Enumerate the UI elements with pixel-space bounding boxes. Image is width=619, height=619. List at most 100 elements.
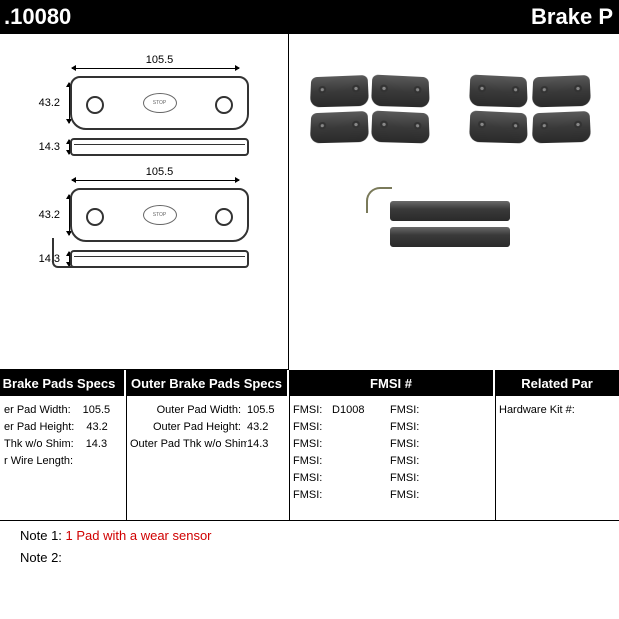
fmsi-label: FMSI: [390, 402, 426, 419]
spec-header-bar: Brake Pads Specs Outer Brake Pads Specs … [0, 370, 619, 396]
fmsi-row: FMSI: [293, 453, 390, 470]
fmsi-label: FMSI: [293, 470, 329, 487]
spec-row: er Pad Width: 105.5 [4, 402, 118, 419]
brake-pad-photo [469, 75, 528, 108]
spec-value: 14.3 [86, 436, 107, 453]
wear-sensor-wire-icon [52, 238, 74, 268]
note-1-label: Note 1: [20, 528, 62, 543]
spec-value: 43.2 [86, 419, 107, 436]
brand-logo-icon: STOP [143, 93, 177, 113]
brake-pad-photo [532, 111, 591, 143]
fmsi-row: FMSI: [390, 487, 487, 504]
pad-side-outline-with-sensor [70, 250, 249, 268]
spec-row: Outer Pad Thk w/o Shim:14.3 [130, 436, 281, 453]
inner-specs-col: er Pad Width:105.5er Pad Height:43.2Thk … [0, 396, 126, 510]
spec-label: er Pad Width: [4, 402, 77, 419]
fmsi-row: FMSI: [293, 419, 390, 436]
fmsi-label: FMSI: [390, 487, 426, 504]
fmsi-specs-col: FMSI: D1008FMSI: FMSI: FMSI: FMSI: FMSI:… [289, 396, 495, 510]
note-1-text: 1 Pad with a wear sensor [66, 528, 212, 543]
dim-height-lower: 43.2 [39, 209, 60, 221]
wear-sensor-wire-icon [366, 187, 392, 213]
product-photo-panel [289, 34, 619, 370]
column-divider [126, 396, 127, 520]
pad-side-outline [70, 138, 249, 156]
part-number: .10080 [0, 4, 71, 30]
brand-logo-icon: STOP [143, 205, 177, 225]
brake-pad-photo [532, 75, 591, 107]
fmsi-row: FMSI: [390, 419, 487, 436]
spec-label: Outer Pad Height: [130, 419, 247, 436]
pad-face-outline: STOP [70, 76, 249, 130]
fmsi-right-list: FMSI: FMSI: FMSI: FMSI: FMSI: FMSI: [390, 402, 487, 504]
spec-body: er Pad Width:105.5er Pad Height:43.2Thk … [0, 396, 619, 510]
spec-label: r Wire Length: [4, 453, 79, 470]
spec-label: er Pad Height: [4, 419, 80, 436]
spec-value: 14.3 [247, 436, 281, 453]
fmsi-row: FMSI: [293, 487, 390, 504]
dim-line-horizontal [72, 68, 239, 74]
spec-value: 105.5 [247, 402, 281, 419]
fmsi-label: FMSI: [293, 436, 329, 453]
fmsi-label: FMSI: [293, 402, 329, 419]
related-parts-col: Hardware Kit #: [495, 396, 619, 510]
fmsi-label: FMSI: [293, 419, 329, 436]
dim-line-horizontal [72, 180, 239, 186]
spec-label: Outer Pad Width: [130, 402, 247, 419]
pad-face-outline: STOP [70, 188, 249, 242]
related-row: Hardware Kit #: [499, 402, 611, 419]
dim-height-upper: 43.2 [39, 97, 60, 109]
spec-value: 105.5 [83, 402, 111, 419]
fmsi-label: FMSI: [390, 470, 426, 487]
spec-row: er Pad Height: 43.2 [4, 419, 118, 436]
photo-side-view [295, 164, 605, 284]
fmsi-left-list: FMSI: D1008FMSI: FMSI: FMSI: FMSI: FMSI: [293, 402, 390, 504]
fmsi-value: D1008 [329, 404, 364, 416]
spec-label: Outer Pad Thk w/o Shim: [130, 436, 247, 453]
col-header-related: Related Par [495, 370, 619, 396]
brake-pad-photo [371, 75, 430, 108]
brake-pad-side-photo [390, 201, 510, 221]
brake-pad-side-photo [390, 227, 510, 247]
col-header-fmsi: FMSI # [289, 370, 495, 396]
fmsi-label: FMSI: [390, 436, 426, 453]
spec-label: Thk w/o Shim: [4, 436, 80, 453]
notes-section: Note 1: 1 Pad with a wear sensor Note 2: [0, 520, 619, 573]
brake-pad-photo [310, 111, 369, 143]
dim-thk-upper: 14.3 [39, 141, 60, 153]
note-2: Note 2: [20, 547, 611, 569]
photo-angled-set-2 [455, 64, 605, 154]
pad-drawing-lower: 105.5 43.2 STOP 14.3 [10, 166, 279, 268]
pad-drawing-upper: 105.5 43.2 STOP 14.3 [10, 54, 279, 156]
spec-row: Thk w/o Shim: 14.3 [4, 436, 118, 453]
spec-row: Outer Pad Width:105.5 [130, 402, 281, 419]
header-bar: .10080 Brake P [0, 0, 619, 34]
outer-specs-col: Outer Pad Width:105.5Outer Pad Height:43… [126, 396, 289, 510]
spec-row: r Wire Length: [4, 453, 118, 470]
fmsi-row: FMSI: [390, 453, 487, 470]
col-header-outer: Outer Brake Pads Specs [126, 370, 289, 396]
fmsi-label: FMSI: [390, 453, 426, 470]
brake-pad-photo [371, 111, 430, 144]
spec-value: 43.2 [247, 419, 281, 436]
fmsi-label: FMSI: [293, 453, 329, 470]
note-1: Note 1: 1 Pad with a wear sensor [20, 525, 611, 547]
fmsi-row: FMSI: D1008 [293, 402, 390, 419]
fmsi-row: FMSI: [390, 436, 487, 453]
fmsi-label: FMSI: [293, 487, 329, 504]
photo-angled-set-1 [295, 64, 445, 154]
fmsi-row: FMSI: [293, 470, 390, 487]
col-header-inner: Brake Pads Specs [0, 370, 126, 396]
fmsi-label: FMSI: [390, 419, 426, 436]
column-divider [495, 396, 496, 520]
fmsi-row: FMSI: [293, 436, 390, 453]
fmsi-row: FMSI: [390, 470, 487, 487]
brake-pad-photo [469, 111, 528, 144]
technical-drawing-panel: 105.5 43.2 STOP 14.3 105.5 43.2 [0, 34, 289, 370]
product-category: Brake P [531, 4, 613, 30]
spec-row: Outer Pad Height:43.2 [130, 419, 281, 436]
note-2-label: Note 2: [20, 550, 62, 565]
brake-pad-photo [310, 75, 369, 107]
column-divider [289, 396, 290, 520]
fmsi-row: FMSI: [390, 402, 487, 419]
